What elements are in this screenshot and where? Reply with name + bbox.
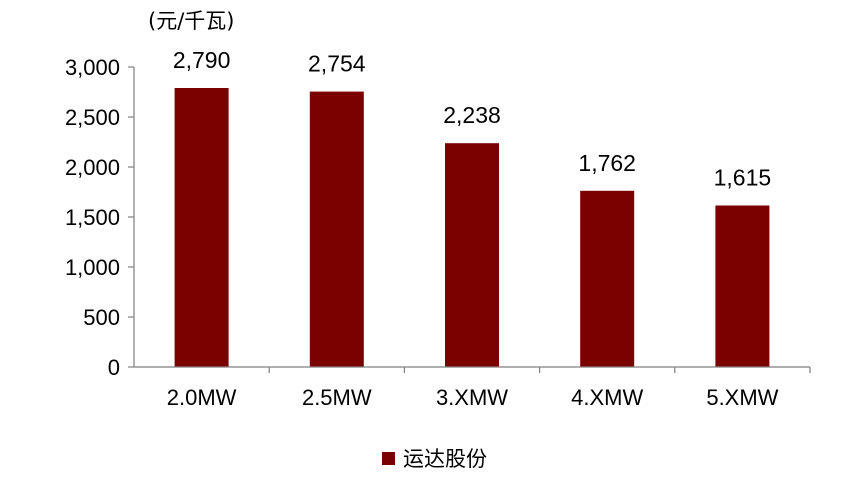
bar [715,205,770,367]
y-tick-label: 500 [83,305,120,330]
y-axis-ticks: 0 500 1,000 1,500 2,000 2,500 3,000 [65,55,134,380]
bar-value-label: 2,790 [173,47,231,73]
x-tick-label: 5.XMW [706,385,778,410]
bar [174,88,229,367]
bar-value-label: 2,238 [443,102,501,128]
y-axis-unit-label: (元/千瓦) [148,9,234,33]
bar [445,143,499,367]
x-axis-ticks: 2.0MW 2.5MW 3.XMW 4.XMW 5.XMW [167,367,811,410]
legend-swatch [382,452,395,465]
y-tick-label: 1,000 [65,255,120,280]
bar [580,190,635,367]
x-tick-label: 4.XMW [571,385,643,410]
x-tick-label: 3.XMW [436,385,508,410]
bar-value-label: 1,615 [714,165,772,191]
y-tick-label: 3,000 [65,55,120,80]
x-tick-label: 2.5MW [302,385,372,410]
legend-label: 运达股份 [403,447,487,471]
bar [309,91,364,367]
bar-value-label: 2,754 [308,51,366,77]
y-tick-label: 2,000 [65,155,120,180]
bars [174,88,770,367]
bar-value-label: 1,762 [578,150,636,176]
x-tick-label: 2.0MW [167,385,237,410]
y-tick-label: 0 [108,355,120,380]
legend: 运达股份 [382,447,487,471]
y-tick-label: 2,500 [65,105,120,130]
data-labels: 2,790 2,754 2,238 1,762 1,615 [173,47,771,191]
y-tick-label: 1,500 [65,205,120,230]
